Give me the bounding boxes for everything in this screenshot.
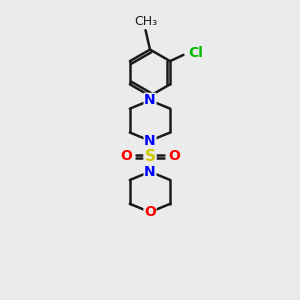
Text: O: O <box>168 149 180 163</box>
Text: N: N <box>144 134 156 148</box>
Text: S: S <box>145 149 155 164</box>
Text: N: N <box>144 165 156 179</box>
Text: O: O <box>120 149 132 163</box>
Text: CH₃: CH₃ <box>134 15 157 28</box>
Text: O: O <box>144 205 156 219</box>
Text: N: N <box>144 93 156 107</box>
Text: Cl: Cl <box>188 46 203 60</box>
